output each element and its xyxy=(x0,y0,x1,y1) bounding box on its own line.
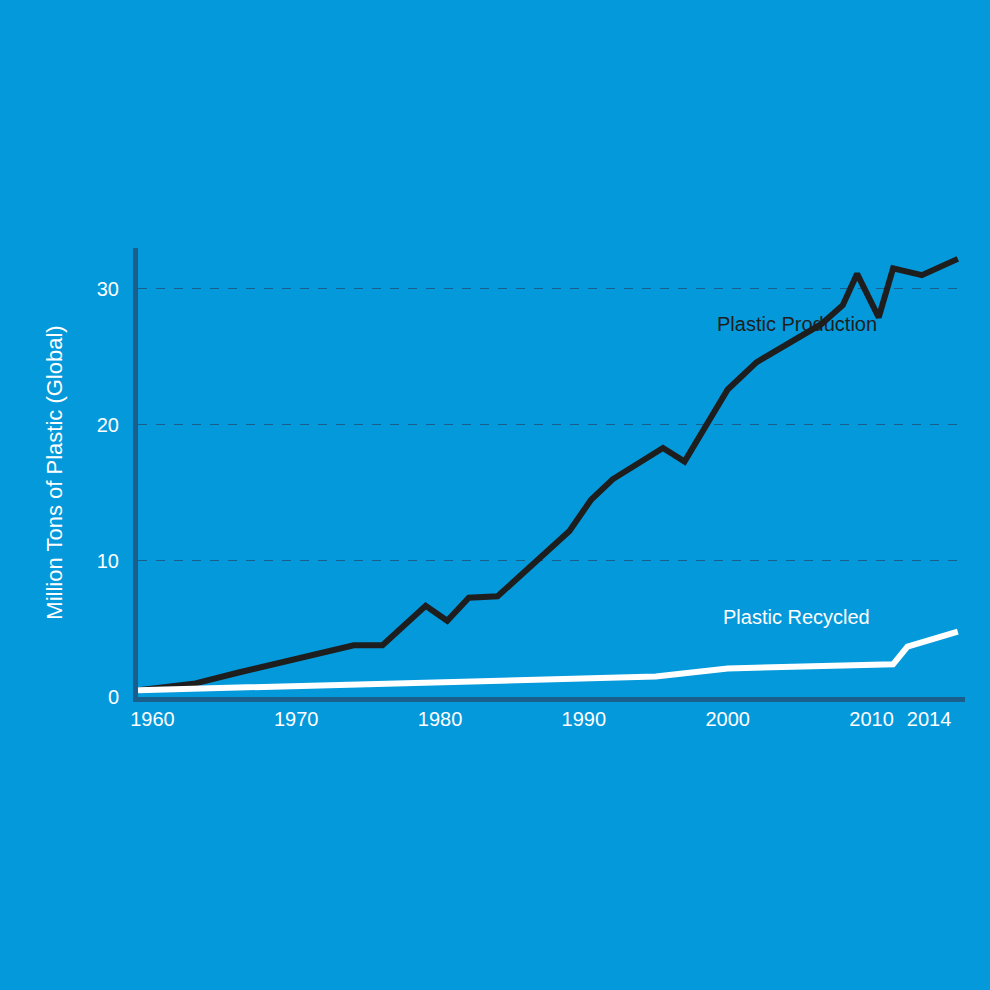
svg-text:1970: 1970 xyxy=(274,708,319,730)
svg-text:Plastic Recycled: Plastic Recycled xyxy=(723,606,870,628)
svg-text:0: 0 xyxy=(108,686,119,708)
svg-text:2000: 2000 xyxy=(705,708,750,730)
svg-text:1990: 1990 xyxy=(562,708,607,730)
svg-text:1960: 1960 xyxy=(130,708,175,730)
svg-text:Plastic Production: Plastic Production xyxy=(717,313,877,335)
svg-text:Million Tons of Plastic (Globa: Million Tons of Plastic (Global) xyxy=(42,325,67,619)
svg-text:2010: 2010 xyxy=(849,708,894,730)
svg-text:30: 30 xyxy=(97,278,119,300)
svg-text:10: 10 xyxy=(97,550,119,572)
svg-text:2014: 2014 xyxy=(907,708,952,730)
svg-text:20: 20 xyxy=(97,414,119,436)
svg-text:1980: 1980 xyxy=(418,708,463,730)
